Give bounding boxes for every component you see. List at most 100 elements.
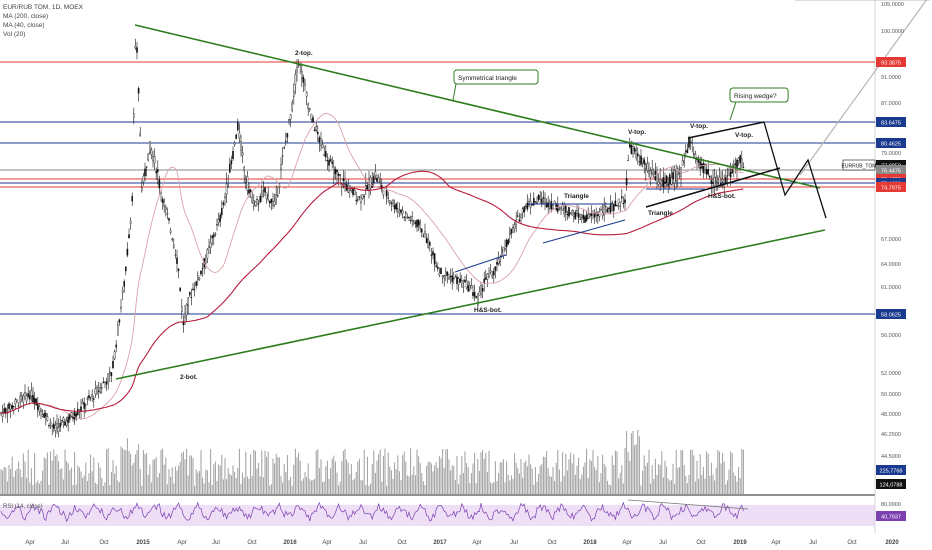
volume-bar xyxy=(603,463,605,494)
volume-bar xyxy=(648,449,650,494)
volume-bar xyxy=(82,478,84,494)
volume-bar xyxy=(246,476,248,494)
volume-bar xyxy=(638,436,640,494)
candle-body xyxy=(481,288,484,292)
price-label: 83.6475 xyxy=(881,121,901,127)
volume-bar xyxy=(539,465,541,494)
candle-body xyxy=(169,230,172,233)
candle-body xyxy=(192,288,194,290)
volume-bar xyxy=(509,480,511,494)
candle-body xyxy=(526,202,529,210)
volume-bar xyxy=(117,480,119,494)
volume-bar xyxy=(309,479,311,494)
candle-body xyxy=(691,140,693,143)
volume-bar xyxy=(742,449,744,494)
volume-bar xyxy=(666,466,668,494)
volume-label-box xyxy=(876,465,906,475)
volume-bar xyxy=(550,476,552,494)
volume-bar xyxy=(437,468,439,494)
candle-body xyxy=(478,291,481,296)
volume-bar xyxy=(293,464,295,494)
candle-body xyxy=(241,152,244,156)
candle-body xyxy=(158,179,161,189)
volume-bar xyxy=(414,475,416,494)
volume-bar xyxy=(331,458,333,494)
annotation-label: V-top. xyxy=(628,129,646,136)
volume-bar xyxy=(690,449,692,494)
volume-bar xyxy=(194,485,196,494)
annotation-label: Triangle xyxy=(648,210,673,217)
volume-bar xyxy=(448,459,450,494)
candle-body xyxy=(689,142,692,144)
ma200-line xyxy=(0,170,744,414)
volume-bar xyxy=(622,483,624,494)
volume-label: 124,0788 xyxy=(880,482,903,488)
candle-body xyxy=(539,195,541,200)
volume-bar xyxy=(614,450,616,494)
candle-body xyxy=(179,287,182,291)
candle-body xyxy=(424,231,426,234)
candle-body xyxy=(172,244,175,248)
candle-body xyxy=(517,215,519,217)
x-tick-label: Oct xyxy=(847,540,857,546)
candle-body xyxy=(21,395,23,401)
volume-bar xyxy=(216,480,218,494)
volume-bar xyxy=(178,465,180,494)
candle-body xyxy=(14,399,17,405)
volume-bar xyxy=(261,450,263,494)
volume-bar xyxy=(262,477,264,494)
volume-bar xyxy=(629,460,631,494)
volume-bar xyxy=(22,453,24,494)
candle-body xyxy=(742,167,745,169)
candle-body xyxy=(728,169,730,176)
candle-body xyxy=(637,153,639,157)
candle-body xyxy=(137,88,140,94)
volume-bar xyxy=(560,481,562,494)
rsi-label: RSI (14, close) xyxy=(3,504,43,510)
volume-bar xyxy=(709,475,711,494)
candle-body xyxy=(248,189,250,194)
volume-bar xyxy=(446,449,448,494)
candle-body xyxy=(667,183,669,187)
candle-body xyxy=(12,406,15,408)
volume-bar xyxy=(624,447,626,494)
candle-body xyxy=(83,402,85,409)
candle-body xyxy=(286,133,289,138)
volume-bar xyxy=(499,462,501,494)
volume-bar xyxy=(50,451,52,494)
volume-bar xyxy=(146,452,148,494)
candle-body xyxy=(136,47,138,53)
candle-body xyxy=(441,275,444,278)
candle-body xyxy=(656,174,658,184)
triangle-lower-line xyxy=(115,229,826,380)
volume-bar xyxy=(288,480,290,494)
volume-bar xyxy=(533,484,535,494)
candle-body xyxy=(336,169,338,173)
volume-bar xyxy=(728,469,730,494)
volume-bar xyxy=(691,449,693,494)
candle-body xyxy=(164,206,167,210)
volume-bar xyxy=(731,453,733,494)
volume-bar xyxy=(77,465,79,494)
candle-body xyxy=(422,235,425,237)
y-tick-label: 50.0000 xyxy=(881,392,901,398)
candle-body xyxy=(53,423,55,429)
volume-bar xyxy=(256,468,258,494)
volume-bar xyxy=(45,458,47,494)
candle-body xyxy=(198,277,201,280)
volume-bar xyxy=(40,480,42,494)
candle-body xyxy=(555,203,557,210)
candle-body xyxy=(126,248,129,256)
volume-bar xyxy=(450,470,452,494)
volume-bar xyxy=(389,466,391,494)
ma40-line xyxy=(0,113,744,420)
volume-bar xyxy=(67,463,69,494)
volume-bar xyxy=(254,450,256,494)
price-label: 93.3875 xyxy=(881,61,901,67)
volume-bar xyxy=(182,451,184,494)
volume-bar xyxy=(464,451,466,494)
volume-bar xyxy=(392,478,394,494)
volume-bar xyxy=(221,454,223,494)
y-tick-label: 91.0000 xyxy=(881,75,901,81)
